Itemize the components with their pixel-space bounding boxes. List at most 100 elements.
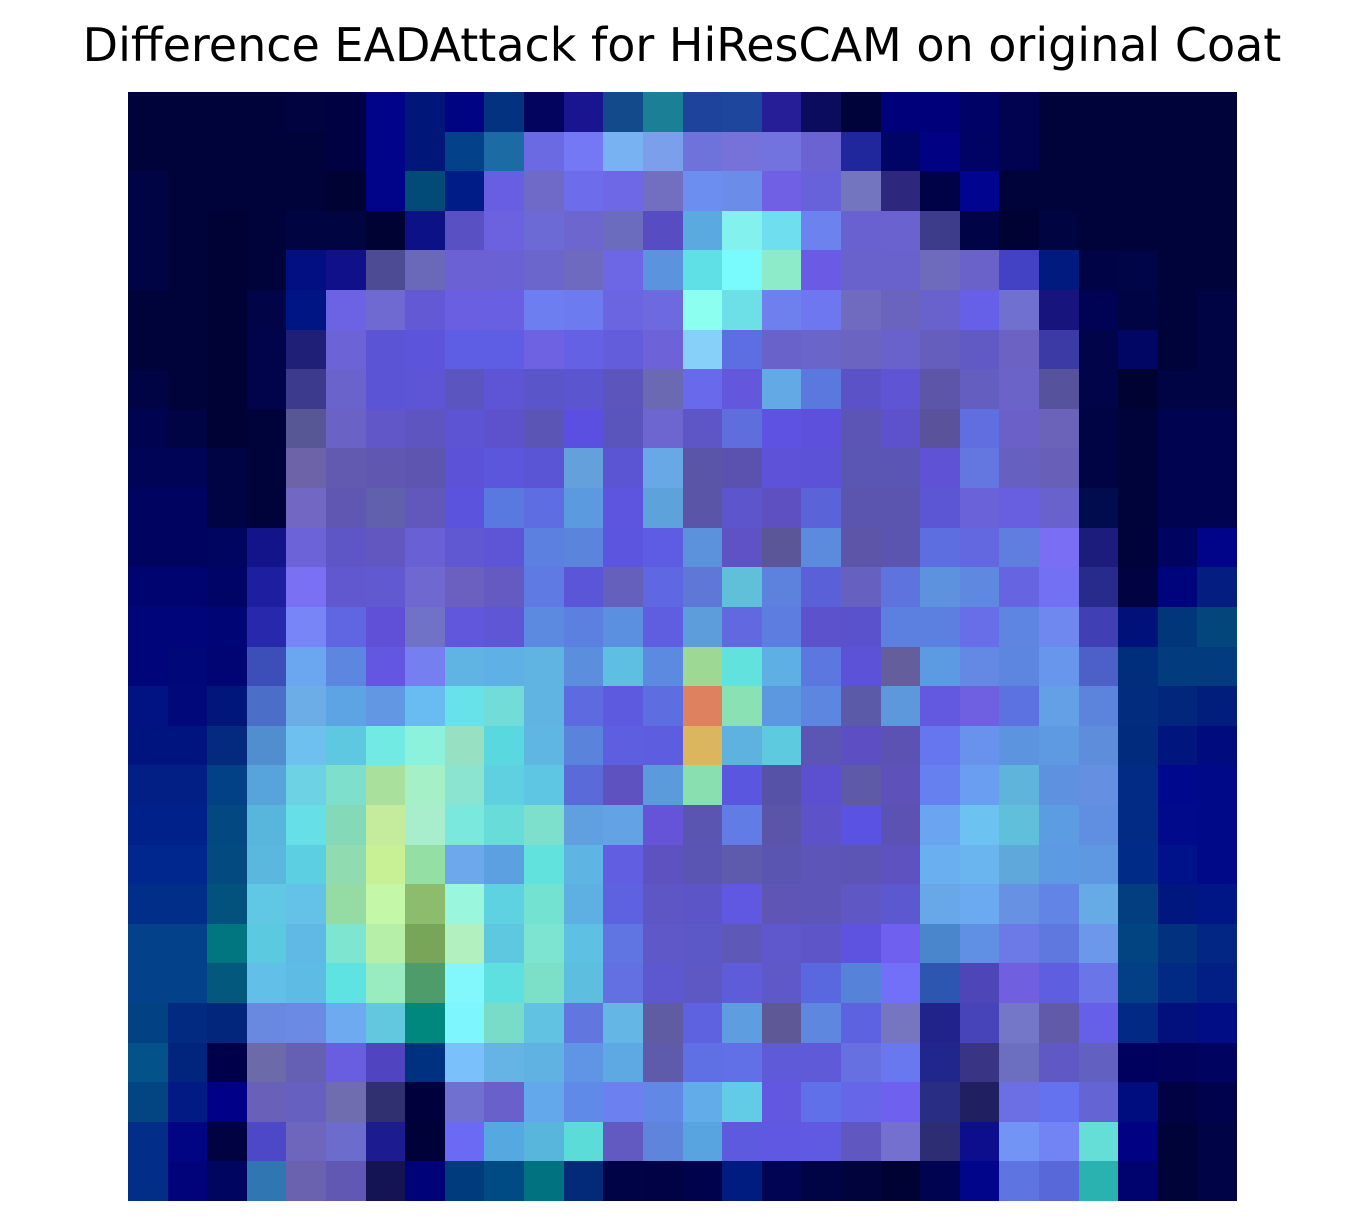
- heatmap-cell-r9-c9: [484, 448, 524, 488]
- heatmap-cell-r27-c5: [326, 1161, 366, 1201]
- heatmap-cell-r22-c23: [1039, 963, 1079, 1003]
- heatmap-cell-r23-c13: [643, 1003, 683, 1043]
- heatmap-cell-r24-c26: [1158, 1043, 1197, 1082]
- heatmap-cell-r7-c21: [960, 369, 999, 409]
- heatmap-cell-r20-c13: [643, 884, 683, 924]
- heatmap-cell-r25-c14: [683, 1082, 722, 1122]
- heatmap-cell-r11-c8: [445, 528, 484, 567]
- heatmap-cell-r12-c17: [801, 567, 841, 607]
- heatmap-cell-r10-c6: [366, 488, 405, 528]
- heatmap-cell-r5-c4: [286, 290, 326, 330]
- heatmap-cell-r21-c3: [247, 924, 286, 963]
- heatmap-cell-r25-c23: [1039, 1082, 1079, 1122]
- heatmap-cell-r8-c12: [603, 409, 643, 448]
- heatmap-cell-r17-c2: [207, 765, 247, 805]
- heatmap-cell-r7-c5: [326, 369, 366, 409]
- heatmap-cell-r0-c7: [405, 92, 445, 132]
- heatmap-cell-r26-c13: [643, 1122, 683, 1161]
- heatmap-cell-r17-c20: [920, 765, 960, 805]
- heatmap-cell-r13-c3: [247, 607, 286, 647]
- heatmap-cell-r21-c16: [762, 924, 801, 963]
- heatmap-cell-r10-c21: [960, 488, 999, 528]
- heatmap-cell-r11-c24: [1079, 528, 1118, 567]
- heatmap-cell-r15-c13: [643, 686, 683, 726]
- heatmap-cell-r4-c16: [762, 250, 801, 290]
- heatmap-cell-r0-c22: [999, 92, 1039, 132]
- heatmap-cell-r22-c22: [999, 963, 1039, 1003]
- heatmap-cell-r7-c27: [1197, 369, 1237, 409]
- heatmap-cell-r25-c13: [643, 1082, 683, 1122]
- heatmap-cell-r24-c7: [405, 1043, 445, 1082]
- heatmap-cell-r13-c1: [168, 607, 207, 647]
- heatmap-cell-r27-c4: [286, 1161, 326, 1201]
- heatmap-cell-r17-c4: [286, 765, 326, 805]
- heatmap-cell-r18-c15: [722, 805, 762, 845]
- heatmap-cell-r11-c17: [801, 528, 841, 567]
- heatmap-cell-r20-c12: [603, 884, 643, 924]
- heatmap-cell-r10-c26: [1158, 488, 1197, 528]
- heatmap-cell-r24-c15: [722, 1043, 762, 1082]
- heatmap-cell-r22-c3: [247, 963, 286, 1003]
- heatmap-cell-r15-c3: [247, 686, 286, 726]
- heatmap-cell-r18-c25: [1118, 805, 1158, 845]
- heatmap-cell-r15-c6: [366, 686, 405, 726]
- heatmap-cell-r18-c4: [286, 805, 326, 845]
- heatmap-cell-r24-c13: [643, 1043, 683, 1082]
- heatmap-cell-r21-c25: [1118, 924, 1158, 963]
- heatmap-cell-r26-c12: [603, 1122, 643, 1161]
- heatmap-cell-r26-c26: [1158, 1122, 1197, 1161]
- heatmap-cell-r18-c1: [168, 805, 207, 845]
- heatmap-cell-r1-c27: [1197, 132, 1237, 171]
- heatmap-cell-r4-c18: [841, 250, 881, 290]
- heatmap-cell-r25-c21: [960, 1082, 999, 1122]
- heatmap-cell-r16-c6: [366, 726, 405, 765]
- heatmap-cell-r18-c16: [762, 805, 801, 845]
- heatmap-cell-r14-c21: [960, 647, 999, 686]
- heatmap-cell-r0-c2: [207, 92, 247, 132]
- heatmap-cell-r13-c6: [366, 607, 405, 647]
- heatmap-cell-r3-c9: [484, 211, 524, 250]
- heatmap-cell-r26-c25: [1118, 1122, 1158, 1161]
- heatmap-cell-r11-c22: [999, 528, 1039, 567]
- heatmap-cell-r25-c19: [881, 1082, 920, 1122]
- heatmap-cell-r1-c12: [603, 132, 643, 171]
- heatmap-cell-r7-c15: [722, 369, 762, 409]
- heatmap-cell-r22-c18: [841, 963, 881, 1003]
- heatmap-cell-r12-c1: [168, 567, 207, 607]
- heatmap-cell-r7-c10: [524, 369, 564, 409]
- heatmap-cell-r18-c3: [247, 805, 286, 845]
- heatmap-cell-r6-c23: [1039, 330, 1079, 369]
- heatmap-cell-r4-c26: [1158, 250, 1197, 290]
- heatmap-cell-r15-c5: [326, 686, 366, 726]
- heatmap-cell-r17-c1: [168, 765, 207, 805]
- heatmap-cell-r24-c10: [524, 1043, 564, 1082]
- heatmap-cell-r15-c9: [484, 686, 524, 726]
- heatmap-cell-r3-c18: [841, 211, 881, 250]
- heatmap-cell-r26-c16: [762, 1122, 801, 1161]
- heatmap-cell-r2-c2: [207, 171, 247, 211]
- heatmap-cell-r11-c6: [366, 528, 405, 567]
- heatmap-cell-r23-c14: [683, 1003, 722, 1043]
- heatmap-cell-r2-c17: [801, 171, 841, 211]
- heatmap-cell-r19-c13: [643, 845, 683, 884]
- heatmap-cell-r10-c1: [168, 488, 207, 528]
- heatmap-cell-r16-c20: [920, 726, 960, 765]
- heatmap-cell-r26-c0: [128, 1122, 168, 1161]
- heatmap-cell-r8-c11: [564, 409, 603, 448]
- heatmap-cell-r9-c16: [762, 448, 801, 488]
- heatmap-cell-r14-c4: [286, 647, 326, 686]
- heatmap-cell-r25-c11: [564, 1082, 603, 1122]
- heatmap-cell-r2-c14: [683, 171, 722, 211]
- heatmap-cell-r24-c16: [762, 1043, 801, 1082]
- heatmap-cell-r25-c24: [1079, 1082, 1118, 1122]
- heatmap-cell-r3-c7: [405, 211, 445, 250]
- heatmap-cell-r14-c25: [1118, 647, 1158, 686]
- heatmap-cell-r22-c2: [207, 963, 247, 1003]
- heatmap-cell-r27-c1: [168, 1161, 207, 1201]
- heatmap-cell-r25-c22: [999, 1082, 1039, 1122]
- heatmap-cell-r20-c26: [1158, 884, 1197, 924]
- heatmap-cell-r4-c12: [603, 250, 643, 290]
- heatmap-cell-r10-c15: [722, 488, 762, 528]
- heatmap-cell-r23-c5: [326, 1003, 366, 1043]
- heatmap-cell-r5-c24: [1079, 290, 1118, 330]
